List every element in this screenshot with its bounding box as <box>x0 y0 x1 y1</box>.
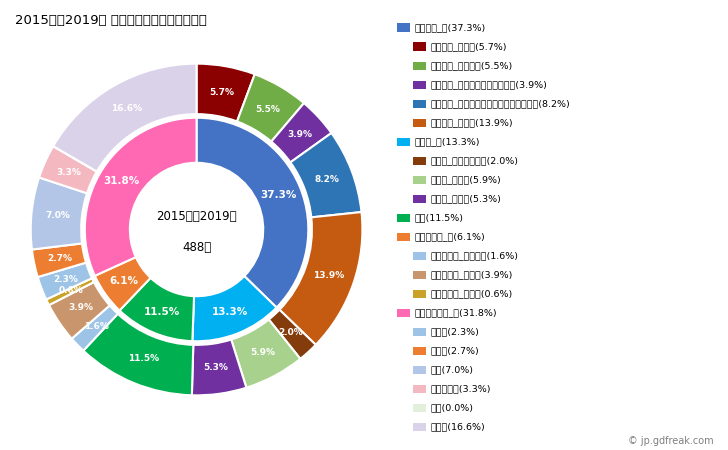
Wedge shape <box>280 212 363 345</box>
Text: 悪性腫瘍_大腸がん(5.5%): 悪性腫瘍_大腸がん(5.5%) <box>430 61 513 70</box>
Text: 5.5%: 5.5% <box>255 104 280 113</box>
Text: 悪性腫瘍_肝がん・肝内胆管がん(3.9%): 悪性腫瘍_肝がん・肝内胆管がん(3.9%) <box>430 80 547 89</box>
Text: 悪性腫瘍_その他(13.9%): 悪性腫瘍_その他(13.9%) <box>430 118 513 127</box>
Text: 悪性腫瘍_気管がん・気管支がん・肺がん(8.2%): 悪性腫瘍_気管がん・気管支がん・肺がん(8.2%) <box>430 99 570 108</box>
Text: 肝疾患(2.3%): 肝疾患(2.3%) <box>430 327 479 336</box>
Wedge shape <box>53 63 197 171</box>
Wedge shape <box>83 314 194 395</box>
Text: 13.9%: 13.9% <box>313 270 344 279</box>
Text: 心疾患_急性心筋梗塞(2.0%): 心疾患_急性心筋梗塞(2.0%) <box>430 156 518 165</box>
Text: 心疾患_その他(5.3%): 心疾患_その他(5.3%) <box>430 194 501 203</box>
Wedge shape <box>197 63 255 122</box>
Text: 5.9%: 5.9% <box>250 348 275 357</box>
Text: 老衰(7.0%): 老衰(7.0%) <box>430 365 473 374</box>
Text: 心疾患_心不全(5.9%): 心疾患_心不全(5.9%) <box>430 175 501 184</box>
Wedge shape <box>31 177 87 250</box>
Text: 3.3%: 3.3% <box>57 168 82 177</box>
Wedge shape <box>290 133 362 217</box>
Text: 7.0%: 7.0% <box>45 211 70 220</box>
Wedge shape <box>39 146 97 194</box>
Text: 5.3%: 5.3% <box>203 363 229 372</box>
Text: 31.8%: 31.8% <box>103 176 140 186</box>
Wedge shape <box>197 118 309 307</box>
Wedge shape <box>46 278 94 305</box>
Wedge shape <box>84 118 197 276</box>
Text: 悪性腫瘍_胃がん(5.7%): 悪性腫瘍_胃がん(5.7%) <box>430 42 507 51</box>
Wedge shape <box>72 306 118 351</box>
Text: 13.3%: 13.3% <box>212 307 248 317</box>
Text: 脳血管疾患_脳内出血(1.6%): 脳血管疾患_脳内出血(1.6%) <box>430 251 518 260</box>
Text: 2015年～2019年 鰺ヶ沢町の男性の死因構成: 2015年～2019年 鰺ヶ沢町の男性の死因構成 <box>15 14 207 27</box>
Wedge shape <box>49 282 110 339</box>
Text: 6.1%: 6.1% <box>109 276 138 286</box>
Text: 脳血管疾患_その他(0.6%): 脳血管疾患_その他(0.6%) <box>430 289 513 298</box>
Text: 1.6%: 1.6% <box>84 322 108 331</box>
Text: 11.5%: 11.5% <box>143 307 180 317</box>
Text: 心疾患_計(13.3%): 心疾患_計(13.3%) <box>414 137 480 146</box>
Wedge shape <box>53 146 97 171</box>
Wedge shape <box>95 257 151 310</box>
Text: 8.2%: 8.2% <box>314 176 339 184</box>
Text: 3.9%: 3.9% <box>287 130 312 140</box>
Text: 2.0%: 2.0% <box>278 328 303 337</box>
Text: 腎不全(2.7%): 腎不全(2.7%) <box>430 346 479 356</box>
Text: 2015年～2019年: 2015年～2019年 <box>157 211 237 223</box>
Text: その他の死因_計(31.8%): その他の死因_計(31.8%) <box>414 308 496 317</box>
Wedge shape <box>32 243 86 277</box>
Text: 3.9%: 3.9% <box>68 303 93 312</box>
Text: 0.6%: 0.6% <box>59 286 84 295</box>
Text: 2.7%: 2.7% <box>47 254 72 263</box>
Wedge shape <box>192 276 277 341</box>
Text: 自殺(0.0%): 自殺(0.0%) <box>430 404 473 413</box>
Text: 肺炎(11.5%): 肺炎(11.5%) <box>414 213 463 222</box>
Text: 11.5%: 11.5% <box>128 354 159 363</box>
Wedge shape <box>38 263 92 300</box>
Text: 悪性腫瘍_計(37.3%): 悪性腫瘍_計(37.3%) <box>414 23 486 32</box>
Wedge shape <box>119 278 194 341</box>
Text: © jp.gdfreak.com: © jp.gdfreak.com <box>628 436 713 446</box>
Text: 488人: 488人 <box>182 241 211 254</box>
Wedge shape <box>269 310 316 359</box>
Text: 脳血管疾患_脳梗塞(3.9%): 脳血管疾患_脳梗塞(3.9%) <box>430 270 513 279</box>
Text: 脳血管疾患_計(6.1%): 脳血管疾患_計(6.1%) <box>414 232 485 241</box>
Text: 16.6%: 16.6% <box>111 104 143 113</box>
Text: その他(16.6%): その他(16.6%) <box>430 423 485 432</box>
Wedge shape <box>192 340 246 396</box>
Wedge shape <box>232 320 301 388</box>
Wedge shape <box>237 74 304 142</box>
Text: 37.3%: 37.3% <box>261 190 297 200</box>
Text: 2.3%: 2.3% <box>54 274 79 284</box>
Wedge shape <box>272 103 331 162</box>
Text: 5.7%: 5.7% <box>209 88 234 97</box>
Text: 不慮の事故(3.3%): 不慮の事故(3.3%) <box>430 384 491 393</box>
